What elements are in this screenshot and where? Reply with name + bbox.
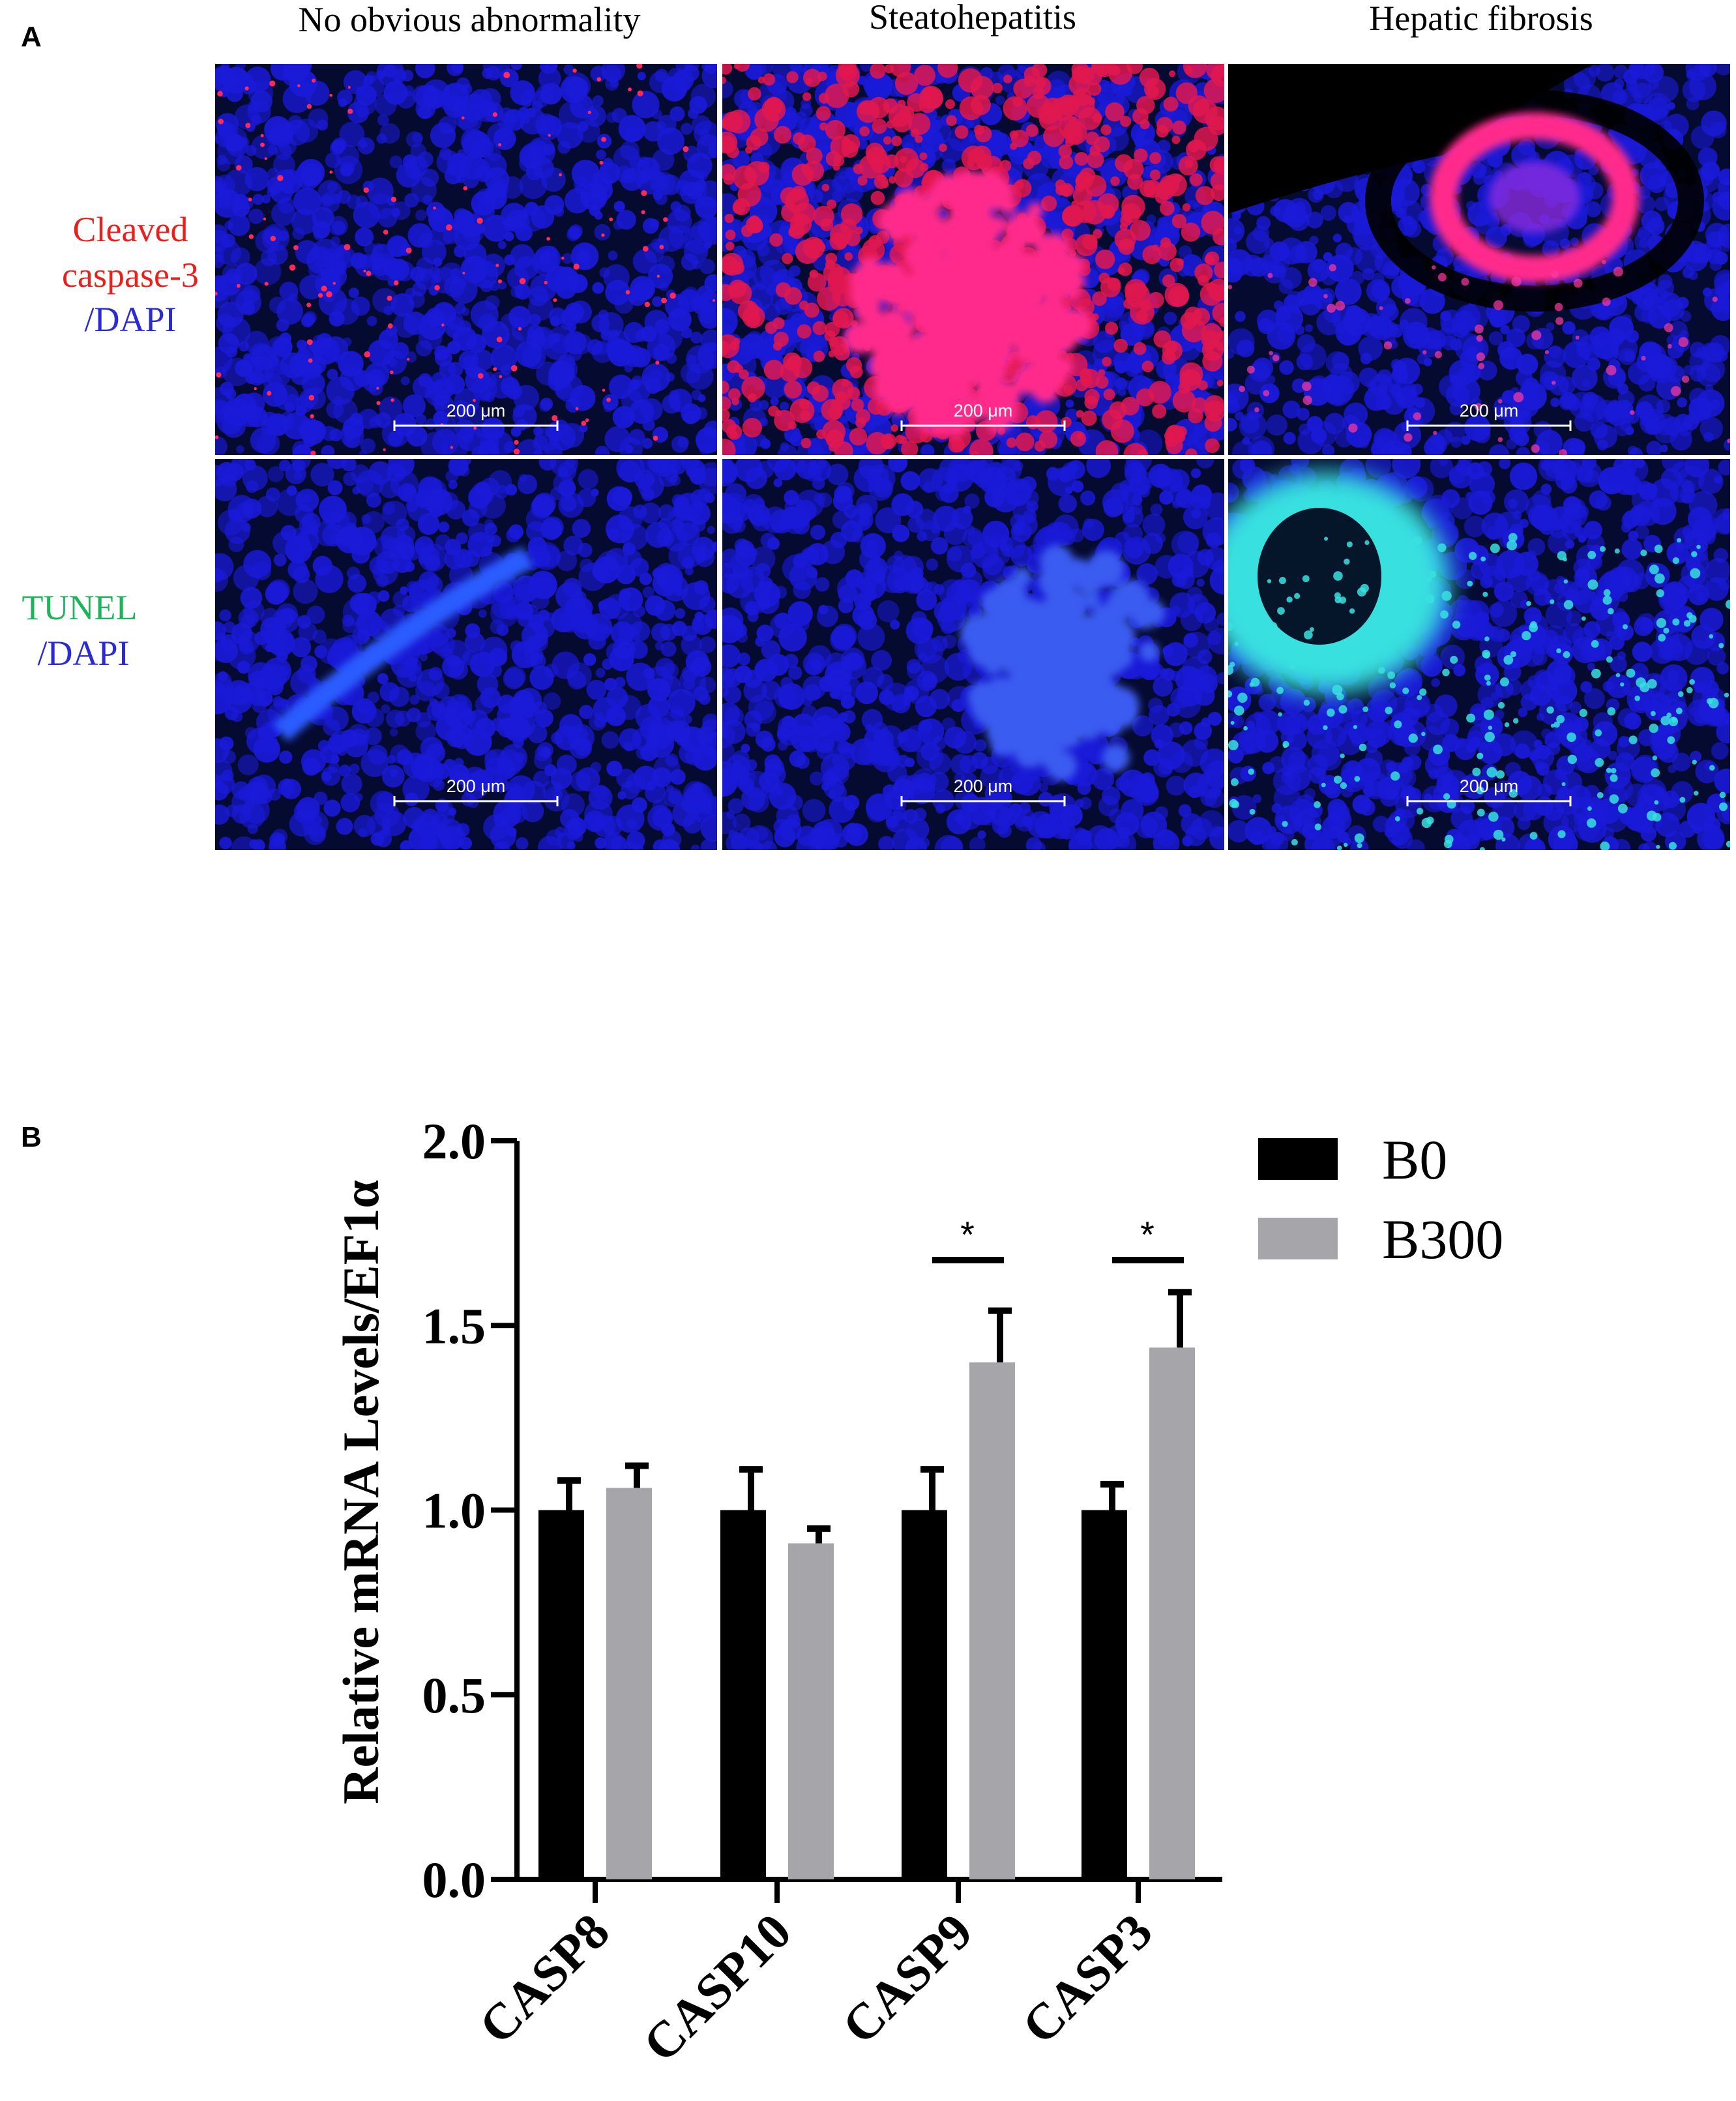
panel-a-letter: A <box>21 21 42 53</box>
legend-swatch <box>1258 1218 1338 1259</box>
row-label-tunel: TUNEL /DAPI <box>22 588 138 673</box>
y-tick-label: 1.0 <box>422 1482 486 1539</box>
micrograph-fibrosis-caspase: 200 μm <box>1228 64 1730 455</box>
legend-label: B300 <box>1382 1208 1503 1271</box>
scale-bar-label: 200 μm <box>954 776 1013 796</box>
legend-swatch <box>1258 1138 1338 1180</box>
micrograph-steato-tunel: 200 μm <box>722 459 1224 850</box>
row-label-tunel-line2: /DAPI <box>37 634 129 673</box>
scale-bar-label: 200 μm <box>1460 401 1519 420</box>
row-label-tunel-line1: TUNEL <box>22 588 138 627</box>
micrograph-normal-caspase: 200 μm <box>215 64 717 455</box>
x-tick-label: CASP8 <box>468 1903 620 2055</box>
bar-B300-CASP3 <box>1149 1347 1195 1879</box>
row-label-caspase-line1: Cleaved <box>73 210 188 249</box>
x-tick-label: CASP9 <box>831 1903 983 2055</box>
x-tick-label: CASP3 <box>1011 1903 1163 2055</box>
bar-B0-CASP8 <box>538 1510 584 1879</box>
y-tick-label: 2.0 <box>422 1113 486 1169</box>
bar-B0-CASP9 <box>902 1510 947 1879</box>
y-tick-label: 1.5 <box>422 1297 486 1354</box>
column-title-normal: No obvious abnormality <box>299 0 641 39</box>
legend-item-B300: B300 <box>1258 1208 1503 1271</box>
scale-bar-label: 200 μm <box>954 401 1013 420</box>
x-tick-label: CASP10 <box>632 1903 802 2073</box>
row-label-caspase-line3: /DAPI <box>84 300 176 339</box>
micrograph-grid: 200 μm 200 μm 200 μm 200 μm 200 μm 200 μm <box>215 64 1730 850</box>
legend-item-B0: B0 <box>1258 1128 1447 1191</box>
significance-star: * <box>960 1214 975 1255</box>
micrograph-steato-caspase: 200 μm <box>722 64 1224 455</box>
bar-chart: Relative mRNA Levels/EF1α 0.0 0.5 1.0 1.5 2.… <box>332 1113 1503 2072</box>
column-title-fibrosis: Hepatic fibrosis <box>1369 0 1593 38</box>
scale-bar-label: 200 μm <box>447 401 506 420</box>
y-tick-label: 0.5 <box>422 1667 486 1724</box>
micrograph-normal-tunel: 200 μm <box>215 459 717 850</box>
bar-B300-CASP8 <box>606 1488 652 1879</box>
legend-label: B0 <box>1382 1128 1447 1191</box>
scale-bar-label: 200 μm <box>447 776 506 796</box>
row-label-caspase: Cleaved caspase-3 /DAPI <box>62 210 199 339</box>
bar-B300-CASP10 <box>788 1543 834 1879</box>
y-axis-title: Relative mRNA Levels/EF1α <box>332 1180 389 1804</box>
scale-bar-label: 200 μm <box>1460 776 1519 796</box>
row-label-caspase-line2: caspase-3 <box>62 256 199 295</box>
bar-B0-CASP10 <box>720 1510 766 1879</box>
bar-B300-CASP9 <box>969 1362 1015 1879</box>
bar-B0-CASP3 <box>1081 1510 1127 1879</box>
column-title-steatohepatitis: Steatohepatitis <box>869 0 1076 37</box>
micrograph-fibrosis-tunel: 200 μm <box>1228 459 1730 850</box>
significance-star: * <box>1140 1214 1155 1255</box>
panel-b-letter: B <box>21 1121 42 1153</box>
y-tick-label: 0.0 <box>422 1851 486 1908</box>
